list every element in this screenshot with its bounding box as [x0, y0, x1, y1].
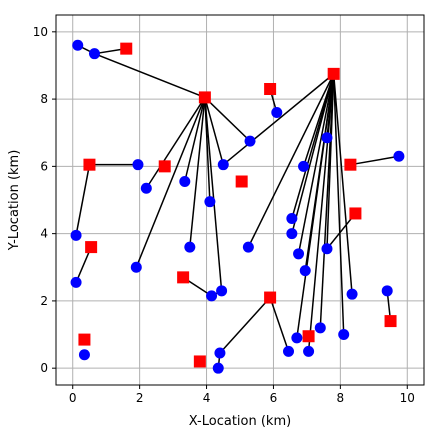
y-tick-label: 2	[40, 294, 48, 308]
customer-point	[130, 261, 142, 273]
customer-point	[271, 107, 283, 119]
customer-point	[70, 276, 82, 288]
customer-point	[184, 241, 196, 253]
x-tick-label: 10	[400, 391, 415, 405]
link-line	[94, 52, 206, 99]
link-line	[75, 164, 91, 236]
facility-point	[85, 241, 98, 254]
link-line	[184, 97, 206, 182]
customer-point	[70, 229, 82, 241]
grid-lines	[56, 15, 424, 385]
link-line	[269, 297, 290, 352]
link-line	[350, 155, 400, 166]
customer-point	[321, 132, 333, 144]
customer-point	[321, 243, 333, 255]
y-tick-label: 4	[40, 227, 48, 241]
customer-point	[244, 135, 256, 147]
customer-point	[338, 329, 350, 341]
customer-point	[216, 285, 228, 297]
x-tick-label: 0	[69, 391, 77, 405]
link-line	[219, 297, 271, 354]
facility-point	[384, 315, 397, 328]
x-tick-label: 4	[203, 391, 211, 405]
facility-point	[158, 160, 171, 173]
customer-point	[212, 362, 224, 374]
customer-point	[393, 150, 405, 162]
link-line	[204, 97, 223, 291]
facility-point	[177, 271, 190, 284]
link-line	[222, 73, 335, 166]
x-axis-label: X-Location (km)	[189, 414, 291, 429]
facility-point	[344, 158, 357, 171]
customer-point	[286, 228, 298, 240]
customer-point	[132, 159, 144, 171]
customer-point	[88, 48, 100, 60]
customer-point	[303, 345, 315, 357]
y-axis-ticks: 0 2 4 6 8 10	[33, 25, 56, 375]
facility-point	[235, 175, 248, 188]
y-tick-label: 6	[40, 159, 48, 173]
facility-point	[78, 333, 91, 346]
customer-point	[283, 345, 295, 357]
customer-point	[293, 248, 305, 260]
customer-point	[78, 349, 90, 361]
y-axis-label: Y-Location (km)	[7, 150, 22, 252]
facility-point	[264, 83, 277, 95]
customer-point	[291, 332, 303, 344]
customer-point	[346, 288, 358, 300]
link-line	[145, 97, 206, 189]
x-tick-label: 8	[337, 391, 345, 405]
link-line	[189, 97, 206, 248]
customer-point	[140, 182, 152, 194]
customer-point	[206, 290, 218, 302]
link-line	[332, 73, 353, 295]
customer-point	[72, 39, 84, 51]
link-line	[247, 73, 335, 248]
y-tick-label: 0	[40, 361, 48, 375]
facility-point	[302, 330, 315, 343]
customer-point	[214, 347, 226, 359]
customer-point	[179, 176, 191, 187]
x-tick-label: 6	[270, 391, 278, 405]
customer-point	[299, 265, 311, 277]
link-line	[204, 96, 251, 142]
customer-point	[204, 196, 216, 208]
y-tick-label: 8	[40, 92, 48, 106]
link-line	[291, 73, 335, 234]
facility-point	[193, 355, 206, 368]
facility-point	[120, 42, 133, 55]
y-tick-label: 10	[33, 25, 48, 39]
facility-point	[327, 67, 340, 80]
facility-point	[198, 91, 211, 104]
x-axis-ticks: 0 2 4 6 8 10	[69, 385, 415, 405]
customer-point	[381, 285, 393, 297]
facility-point	[349, 207, 362, 220]
x-tick-label: 2	[136, 391, 144, 405]
link-line	[319, 73, 335, 328]
link-line	[135, 97, 206, 268]
facility-point	[83, 158, 96, 171]
customer-point	[217, 159, 229, 171]
plot-frame	[55, 14, 425, 386]
facility-points	[78, 42, 397, 368]
link-line	[297, 73, 335, 254]
facility-point	[264, 291, 277, 304]
customer-point	[314, 322, 326, 334]
customer-point	[242, 241, 254, 253]
customer-point	[286, 213, 298, 224]
link-line	[204, 97, 224, 165]
link-line	[296, 73, 335, 339]
connection-lines	[75, 44, 400, 369]
customer-points	[70, 39, 405, 374]
customer-point	[298, 160, 310, 172]
link-line	[332, 73, 345, 335]
link-line	[307, 73, 335, 352]
